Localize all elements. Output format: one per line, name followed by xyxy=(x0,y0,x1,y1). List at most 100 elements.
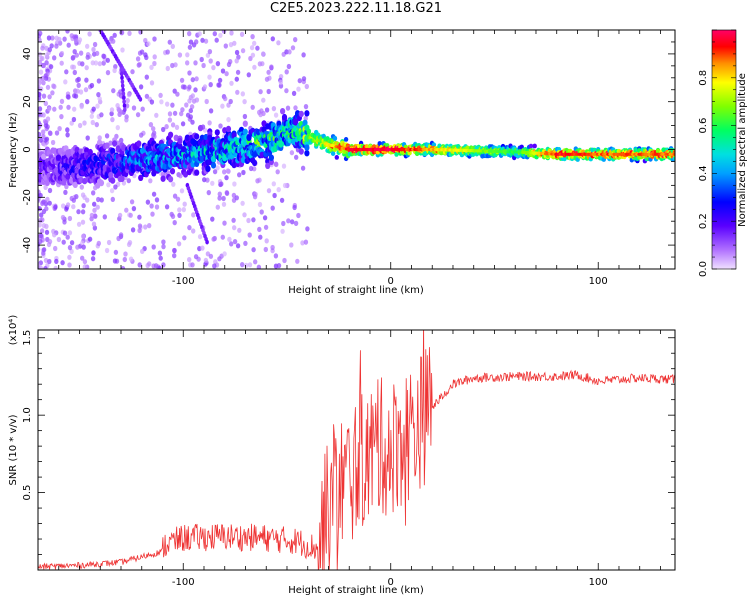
heatmap-cell xyxy=(43,122,49,128)
heatmap-cell xyxy=(266,188,272,194)
heatmap-cell xyxy=(246,72,251,78)
heatmap-cell xyxy=(139,49,145,55)
heatmap-cell xyxy=(304,144,310,151)
heatmap-cell xyxy=(45,84,51,90)
heatmap-cell xyxy=(167,117,173,123)
heatmap-cell xyxy=(122,103,127,109)
heatmap-cell xyxy=(137,227,142,234)
heatmap-cell xyxy=(129,199,135,205)
heatmap-cell xyxy=(164,124,169,130)
heatmap-cell xyxy=(136,140,142,147)
heatmap-cell xyxy=(158,255,163,261)
heatmap-cell xyxy=(51,83,56,89)
spectrogram-y-tick-label: -20 xyxy=(22,189,33,205)
heatmap-cell xyxy=(116,106,121,112)
heatmap-cell xyxy=(293,118,299,125)
heatmap-cell xyxy=(59,98,65,104)
heatmap-cell xyxy=(265,162,271,169)
heatmap-cell xyxy=(177,137,183,145)
heatmap-cell xyxy=(119,137,124,143)
heatmap-cell xyxy=(85,43,90,49)
heatmap-cell xyxy=(228,98,233,105)
heatmap-cell xyxy=(232,225,237,231)
heatmap-cell xyxy=(276,120,282,128)
heatmap-cell xyxy=(159,99,164,105)
heatmap-cell xyxy=(431,142,437,148)
heatmap-cell xyxy=(234,195,239,201)
heatmap-cell xyxy=(104,133,110,139)
heatmap-cell xyxy=(187,44,193,50)
heatmap-cell xyxy=(122,95,126,101)
heatmap-cell xyxy=(202,84,208,90)
heatmap-cell xyxy=(143,224,148,230)
heatmap-cell xyxy=(202,177,207,183)
heatmap-cell xyxy=(122,99,126,105)
heatmap-cell xyxy=(287,49,292,55)
heatmap-cell xyxy=(55,154,62,161)
heatmap-cell xyxy=(229,30,234,36)
heatmap-cell xyxy=(57,126,62,132)
heatmap-cell xyxy=(94,50,100,57)
heatmap-cell xyxy=(264,76,270,82)
heatmap-cell xyxy=(232,181,237,187)
heatmap-cell xyxy=(278,79,283,85)
heatmap-cell xyxy=(106,182,111,188)
heatmap-cell xyxy=(151,126,156,132)
heatmap-cell xyxy=(106,239,112,246)
heatmap-cell xyxy=(191,228,196,234)
heatmap-cell xyxy=(53,204,58,210)
heatmap-cell xyxy=(332,135,338,141)
heatmap-cell xyxy=(168,176,174,183)
heatmap-cell xyxy=(137,262,142,268)
heatmap-cell xyxy=(44,179,50,186)
heatmap-cell xyxy=(87,31,92,37)
heatmap-cell xyxy=(39,212,44,218)
heatmap-cell xyxy=(268,154,274,161)
heatmap-cell xyxy=(38,69,44,75)
heatmap-cell xyxy=(172,110,178,116)
heatmap-cell xyxy=(53,265,58,269)
heatmap-cell xyxy=(41,250,46,256)
heatmap-cell xyxy=(160,175,166,182)
heatmap-cell xyxy=(300,165,306,171)
heatmap-cell xyxy=(165,65,170,72)
heatmap-cell xyxy=(60,214,66,221)
heatmap-cell xyxy=(300,240,305,246)
heatmap-cell xyxy=(145,199,151,205)
heatmap-cell xyxy=(188,39,194,45)
heatmap-cell xyxy=(38,60,43,66)
heatmap-cell xyxy=(253,259,258,265)
heatmap-cell xyxy=(235,89,240,95)
heatmap-cell xyxy=(59,114,64,120)
heatmap-cell xyxy=(144,93,150,99)
heatmap-cell xyxy=(65,30,70,34)
heatmap-cell xyxy=(187,225,192,231)
heatmap-cell xyxy=(105,70,111,76)
heatmap-cell xyxy=(89,113,95,119)
spectrogram-x-tick-label: 0 xyxy=(388,276,394,287)
heatmap-cell xyxy=(81,203,86,209)
heatmap-cell xyxy=(66,42,71,48)
heatmap-cell xyxy=(274,161,279,168)
heatmap-cell xyxy=(161,262,166,268)
heatmap-cell xyxy=(246,134,252,141)
heatmap-cell xyxy=(250,104,255,110)
heatmap-cell xyxy=(76,82,81,88)
heatmap-cell xyxy=(110,147,116,155)
heatmap-cell xyxy=(113,184,118,190)
heatmap-cell xyxy=(62,219,67,225)
heatmap-cell xyxy=(131,105,137,111)
heatmap-cell xyxy=(241,169,246,176)
heatmap-cell xyxy=(113,249,119,255)
heatmap-cell xyxy=(266,69,271,75)
heatmap-cell xyxy=(232,239,238,245)
heatmap-cell xyxy=(290,45,296,51)
heatmap-cell xyxy=(144,54,149,61)
heatmap-cell xyxy=(263,224,269,230)
heatmap-cell xyxy=(83,87,89,93)
heatmap-cell xyxy=(105,57,111,63)
heatmap-cell xyxy=(270,244,275,251)
heatmap-cell xyxy=(394,152,399,157)
snr-y-tick-label: 0.5 xyxy=(22,485,33,501)
heatmap-cell xyxy=(221,201,227,207)
